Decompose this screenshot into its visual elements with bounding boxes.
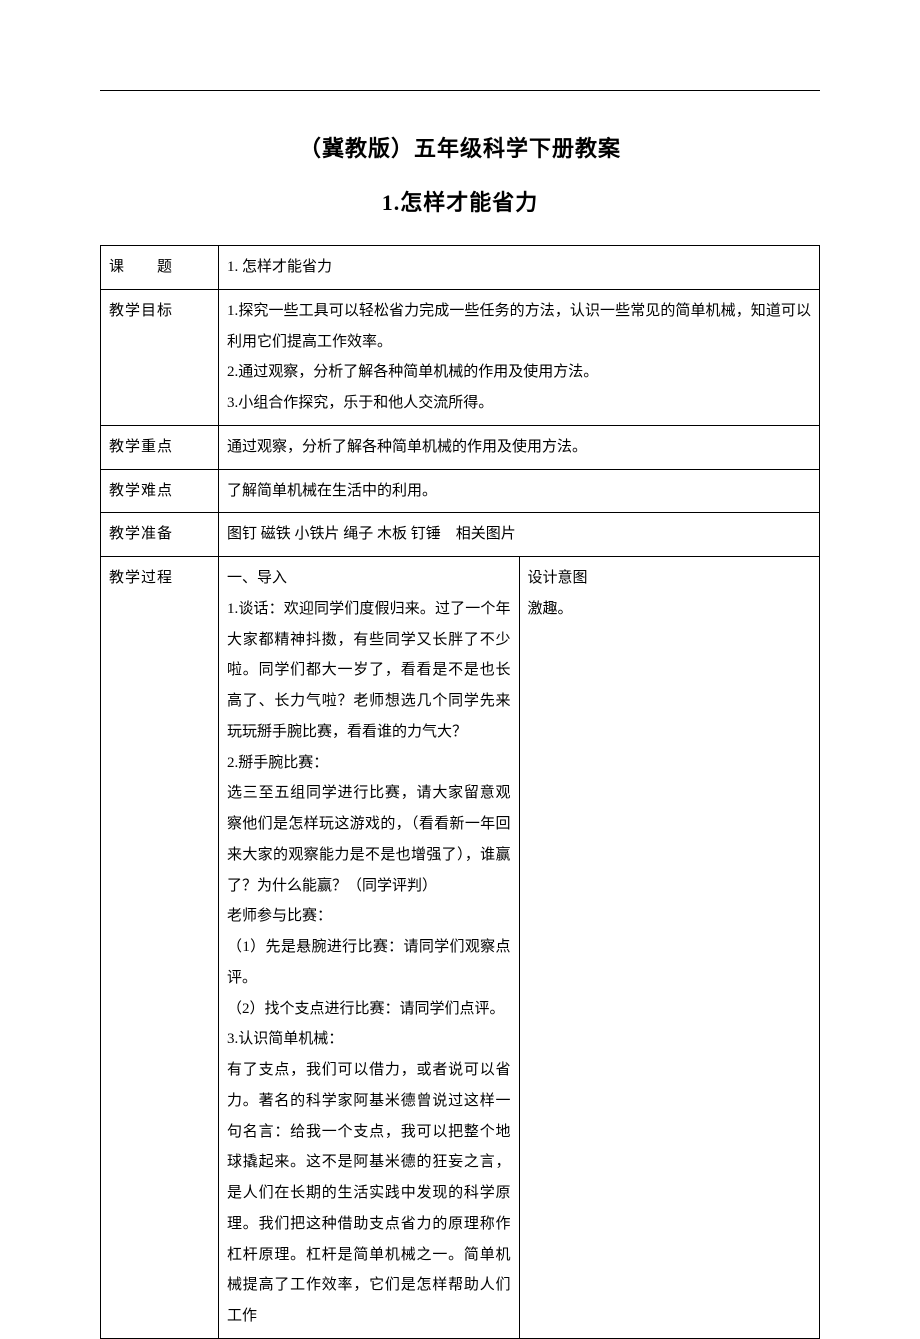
label-focus: 教学重点 — [101, 425, 219, 469]
document-title-sub: 1.怎样才能省力 — [100, 185, 820, 217]
value-difficulty: 了解简单机械在生活中的利用。 — [219, 469, 820, 513]
value-focus: 通过观察，分析了解各种简单机械的作用及使用方法。 — [219, 425, 820, 469]
top-horizontal-rule — [100, 90, 820, 91]
row-difficulty: 教学难点 了解简单机械在生活中的利用。 — [101, 469, 820, 513]
label-preparation: 教学准备 — [101, 513, 219, 557]
value-objectives: 1.探究一些工具可以轻松省力完成一些任务的方法，认识一些常见的简单机械，知道可以… — [219, 289, 820, 425]
row-preparation: 教学准备 图钉 磁铁 小铁片 绳子 木板 钉锤 相关图片 — [101, 513, 820, 557]
value-preparation: 图钉 磁铁 小铁片 绳子 木板 钉锤 相关图片 — [219, 513, 820, 557]
value-topic: 1. 怎样才能省力 — [219, 246, 820, 290]
value-process-design-header: 设计意图激趣。 — [519, 557, 820, 1339]
label-topic: 课 题 — [101, 246, 219, 290]
label-objectives: 教学目标 — [101, 289, 219, 425]
row-process-header: 教学过程 一、导入1.谈话：欢迎同学们度假归来。过了一个年大家都精神抖擞，有些同… — [101, 557, 820, 1339]
row-objectives: 教学目标 1.探究一些工具可以轻松省力完成一些任务的方法，认识一些常见的简单机械… — [101, 289, 820, 425]
row-topic: 课 题 1. 怎样才能省力 — [101, 246, 820, 290]
document-title-main: （冀教版）五年级科学下册教案 — [100, 131, 820, 163]
value-process-main-header: 一、导入1.谈话：欢迎同学们度假归来。过了一个年大家都精神抖擞，有些同学又长胖了… — [219, 557, 520, 1339]
row-focus: 教学重点 通过观察，分析了解各种简单机械的作用及使用方法。 — [101, 425, 820, 469]
lesson-plan-table: 课 题 1. 怎样才能省力 教学目标 1.探究一些工具可以轻松省力完成一些任务的… — [100, 245, 820, 1339]
label-difficulty: 教学难点 — [101, 469, 219, 513]
label-process: 教学过程 — [101, 557, 219, 1339]
